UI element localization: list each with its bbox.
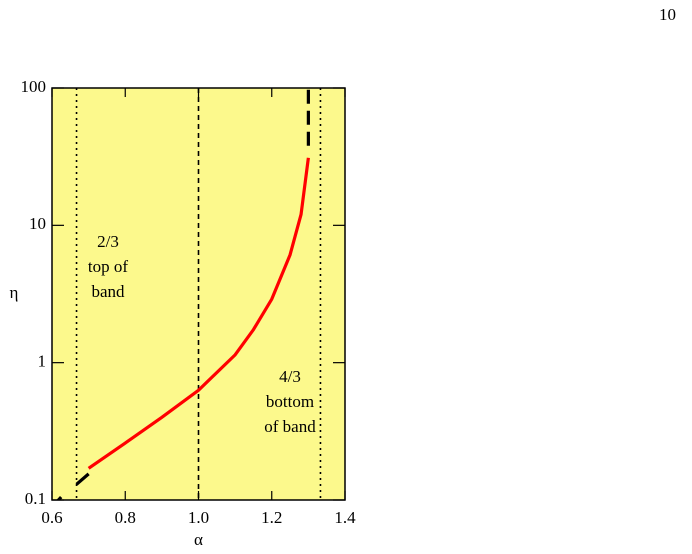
annotation: of band <box>264 417 316 436</box>
x-tick-label: 1.2 <box>261 508 282 527</box>
annotation: bottom <box>266 392 314 411</box>
series-line <box>56 472 90 500</box>
series-line <box>87 157 310 470</box>
x-tick-label: 1.4 <box>334 508 356 527</box>
y-tick-label: 1 <box>38 352 47 371</box>
annotation: top of <box>88 257 128 276</box>
y-tick-label: 10 <box>29 214 46 233</box>
x-tick-label: 0.8 <box>115 508 136 527</box>
plot-content <box>56 88 322 500</box>
x-tick-label: 1.0 <box>188 508 209 527</box>
y-axis-label: η <box>10 283 19 302</box>
annotation: 4/3 <box>279 367 301 386</box>
y-tick-label: 100 <box>21 77 47 96</box>
page-number: 10 <box>659 5 676 24</box>
annotation: 2/3 <box>97 232 119 251</box>
x-axis-label: α <box>194 530 203 549</box>
annotation: band <box>91 282 125 301</box>
x-tick-label: 0.6 <box>41 508 62 527</box>
y-tick-label: 0.1 <box>25 489 46 508</box>
